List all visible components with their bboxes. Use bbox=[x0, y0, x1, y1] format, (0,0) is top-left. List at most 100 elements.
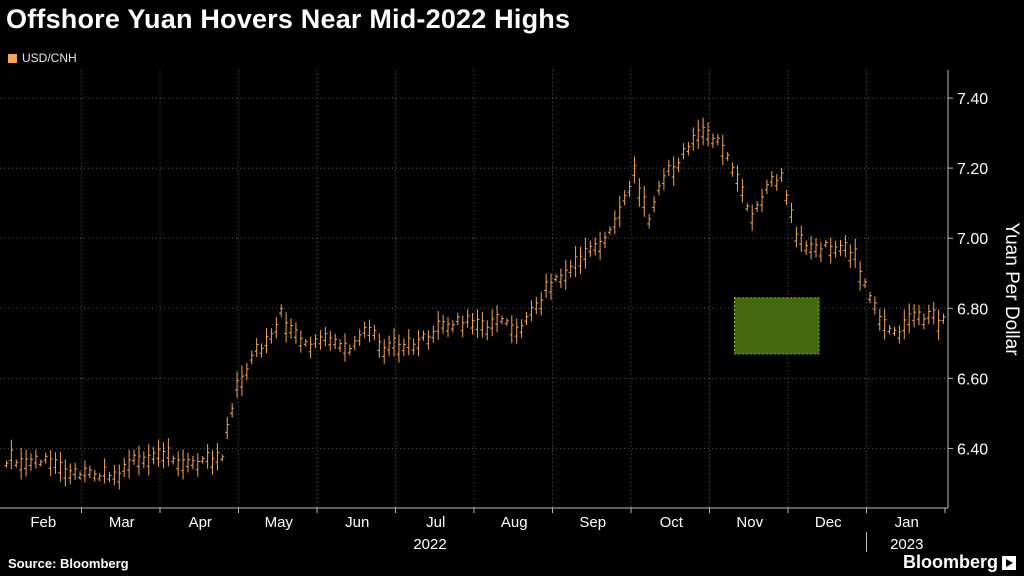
ohlc-bar bbox=[912, 303, 917, 328]
ohlc-bar bbox=[264, 327, 269, 354]
ohlc-bar bbox=[470, 312, 475, 335]
ohlc-bar bbox=[573, 246, 578, 277]
ohlc-bar bbox=[112, 465, 117, 486]
ohlc-bar bbox=[539, 291, 544, 316]
highlight-box bbox=[733, 297, 820, 355]
play-icon bbox=[1002, 555, 1016, 570]
ohlc-bar bbox=[897, 325, 902, 344]
ohlc-bar bbox=[872, 296, 877, 315]
ohlc-bar bbox=[166, 438, 171, 467]
month-label: Oct bbox=[660, 514, 684, 531]
ohlc-bar bbox=[926, 304, 931, 325]
ohlc-bar bbox=[362, 321, 367, 338]
ohlc-bar bbox=[818, 242, 823, 263]
month-label: Mar bbox=[109, 514, 135, 531]
ohlc-bar bbox=[298, 330, 303, 353]
ohlc-bar bbox=[485, 320, 490, 341]
ohlc-bar bbox=[632, 156, 637, 184]
ohlc-bar bbox=[323, 326, 328, 347]
ohlc-bar bbox=[593, 237, 598, 256]
ohlc-bar bbox=[132, 449, 137, 466]
ohlc-bar bbox=[372, 325, 377, 341]
ohlc-bar bbox=[293, 322, 298, 344]
ohlc-bar bbox=[480, 311, 485, 338]
ohlc-bar bbox=[681, 143, 686, 160]
y-axis-label: Yuan Per Dollar bbox=[1001, 222, 1022, 356]
ohlc-bar bbox=[63, 459, 68, 487]
legend-swatch bbox=[8, 53, 17, 63]
ohlc-bar bbox=[769, 171, 774, 187]
ohlc-bar bbox=[509, 315, 514, 344]
ohlc-bar bbox=[750, 204, 755, 231]
ohlc-bar bbox=[882, 309, 887, 340]
ohlc-bar bbox=[563, 259, 568, 290]
ohlc-bar bbox=[190, 456, 195, 470]
ohlc-bar bbox=[347, 344, 352, 356]
ohlc-bar bbox=[289, 318, 294, 339]
ohlc-bar bbox=[215, 443, 220, 471]
ohlc-bar bbox=[460, 315, 465, 338]
ohlc-bar bbox=[789, 202, 794, 224]
ohlc-bar bbox=[760, 188, 765, 213]
ohlc-bar bbox=[941, 313, 946, 324]
ohlc-bar bbox=[647, 213, 652, 229]
ohlc-bar bbox=[411, 338, 416, 355]
ohlc-bar bbox=[333, 333, 338, 350]
ohlc-bar bbox=[578, 246, 583, 275]
ohlc-bar bbox=[141, 451, 146, 469]
ohlc-bar bbox=[176, 451, 181, 477]
ohlc-bar bbox=[465, 309, 470, 328]
ohlc-bar bbox=[14, 459, 19, 468]
ohlc-bar bbox=[377, 333, 382, 358]
ohlc-bar bbox=[244, 362, 249, 381]
ohlc-bar bbox=[367, 319, 372, 343]
ohlc-bar bbox=[28, 453, 33, 471]
ohlc-bar bbox=[794, 226, 799, 248]
month-label: Aug bbox=[501, 514, 528, 531]
ohlc-bar bbox=[558, 268, 563, 288]
ohlc-bar bbox=[426, 330, 431, 350]
ohlc-bar bbox=[745, 203, 750, 212]
ohlc-bar bbox=[730, 162, 735, 177]
ohlc-bar bbox=[892, 326, 897, 337]
ohlc-bar bbox=[877, 308, 882, 331]
ohlc-bar bbox=[779, 168, 784, 183]
ohlc-bar bbox=[73, 462, 78, 480]
chart-title: Offshore Yuan Hovers Near Mid-2022 Highs bbox=[6, 4, 571, 34]
month-label: May bbox=[265, 514, 294, 531]
ohlc-bar bbox=[544, 273, 549, 298]
month-label: Apr bbox=[189, 514, 212, 531]
ohlc-bar bbox=[720, 134, 725, 166]
y-tick-label: 7.20 bbox=[957, 161, 988, 178]
ohlc-bar bbox=[450, 320, 455, 333]
ohlc-bar bbox=[710, 133, 715, 149]
ohlc-bar bbox=[671, 156, 676, 186]
ohlc-bar bbox=[146, 444, 151, 476]
ohlc-bar bbox=[387, 335, 392, 357]
ohlc-bar bbox=[210, 450, 215, 475]
ohlc-bar bbox=[308, 336, 313, 359]
ohlc-bar bbox=[38, 459, 43, 467]
ohlc-bar bbox=[843, 235, 848, 258]
ohlc-bar bbox=[446, 316, 451, 338]
ohlc-bar bbox=[338, 339, 343, 352]
ohlc-bar bbox=[230, 403, 235, 418]
ohlc-bar bbox=[195, 453, 200, 477]
ohlc-bar bbox=[784, 189, 789, 205]
y-tick-label: 7.00 bbox=[957, 231, 988, 248]
ohlc-bar bbox=[568, 259, 573, 278]
ohlc-bar bbox=[401, 338, 406, 356]
ohlc-bar bbox=[382, 339, 387, 364]
month-label: Feb bbox=[30, 514, 56, 531]
ohlc-bar bbox=[774, 174, 779, 191]
ohlc-bar bbox=[136, 445, 141, 476]
ohlc-bar bbox=[534, 296, 539, 315]
ohlc-bar bbox=[328, 330, 333, 351]
ohlc-bar bbox=[553, 273, 558, 282]
ohlc-bar bbox=[48, 450, 53, 476]
ohlc-bar bbox=[279, 304, 284, 318]
ohlc-bar bbox=[254, 337, 259, 357]
y-tick-label: 6.40 bbox=[957, 441, 988, 458]
ohlc-bar bbox=[82, 460, 87, 483]
y-tick-label: 6.60 bbox=[957, 371, 988, 388]
